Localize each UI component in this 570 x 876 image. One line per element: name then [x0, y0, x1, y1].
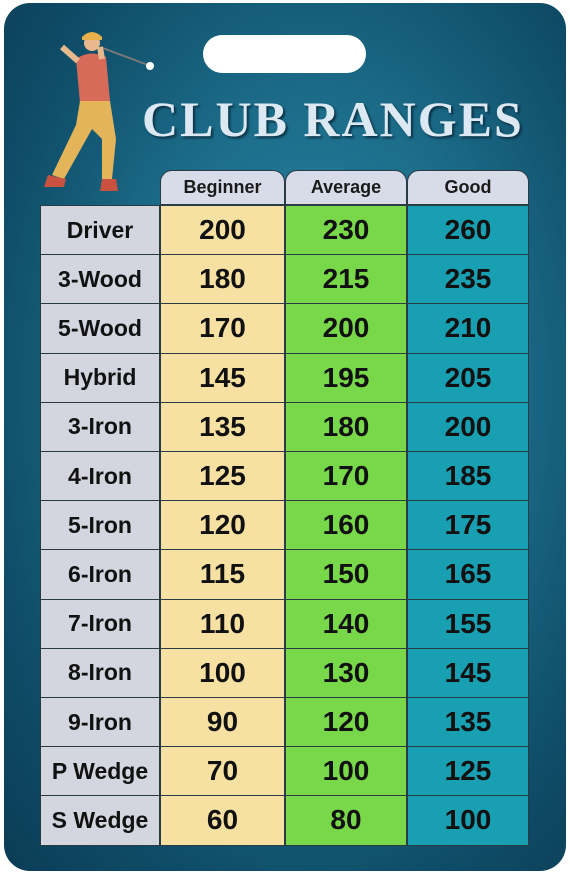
distance-cell: 80 — [285, 795, 407, 846]
distance-cell: 100 — [285, 746, 407, 797]
distance-cell: 130 — [285, 647, 407, 698]
distance-cell: 135 — [160, 401, 285, 452]
golfer-illustration — [44, 32, 154, 191]
distance-cell: 140 — [285, 598, 407, 649]
club-name: 5-Wood — [40, 303, 160, 354]
distance-cell: 125 — [160, 451, 285, 502]
club-name: 4-Iron — [40, 451, 160, 502]
club-name: 3-Iron — [40, 401, 160, 452]
distance-cell: 145 — [407, 647, 529, 698]
club-name: S Wedge — [40, 795, 160, 846]
distance-cell: 100 — [407, 795, 529, 846]
distance-cell: 60 — [160, 795, 285, 846]
club-name: 9-Iron — [40, 697, 160, 748]
distance-cell: 110 — [160, 598, 285, 649]
club-name: P Wedge — [40, 746, 160, 797]
distance-cell: 165 — [407, 549, 529, 600]
distance-cell: 145 — [160, 352, 285, 403]
distance-cell: 235 — [407, 254, 529, 305]
column-header: Average — [285, 170, 407, 205]
distance-cell: 170 — [285, 451, 407, 502]
distance-cell: 115 — [160, 549, 285, 600]
club-name: 3-Wood — [40, 254, 160, 305]
distance-cell: 200 — [285, 303, 407, 354]
club-name: 7-Iron — [40, 598, 160, 649]
distance-cell: 230 — [285, 205, 407, 256]
card: CLUB RANGES Beginner Average Good Driver 200… — [4, 3, 566, 871]
title: CLUB RANGES — [142, 91, 524, 147]
distance-cell: 120 — [285, 697, 407, 748]
club-name: 6-Iron — [40, 549, 160, 600]
card-slot — [203, 35, 366, 73]
distance-cell: 210 — [407, 303, 529, 354]
distance-cell: 125 — [407, 746, 529, 797]
club-name: 5-Iron — [40, 500, 160, 551]
distance-cell: 70 — [160, 746, 285, 797]
distance-cell: 100 — [160, 647, 285, 698]
column-header: Good — [407, 170, 529, 205]
distance-cell: 175 — [407, 500, 529, 551]
distance-cell: 205 — [407, 352, 529, 403]
column-header: Beginner — [160, 170, 285, 205]
distance-cell: 160 — [285, 500, 407, 551]
distance-cell: 155 — [407, 598, 529, 649]
distance-cell: 195 — [285, 352, 407, 403]
club-name: Hybrid — [40, 352, 160, 403]
distance-cell: 135 — [407, 697, 529, 748]
distance-cell: 180 — [285, 401, 407, 452]
distance-cell: 215 — [285, 254, 407, 305]
distance-cell: 260 — [407, 205, 529, 256]
distance-cell: 185 — [407, 451, 529, 502]
distance-cell: 170 — [160, 303, 285, 354]
distance-cell: 120 — [160, 500, 285, 551]
distance-cell: 200 — [407, 401, 529, 452]
distance-cell: 150 — [285, 549, 407, 600]
club-name: Driver — [40, 205, 160, 256]
club-name: 8-Iron — [40, 647, 160, 698]
distance-cell: 200 — [160, 205, 285, 256]
distance-cell: 180 — [160, 254, 285, 305]
distance-cell: 90 — [160, 697, 285, 748]
